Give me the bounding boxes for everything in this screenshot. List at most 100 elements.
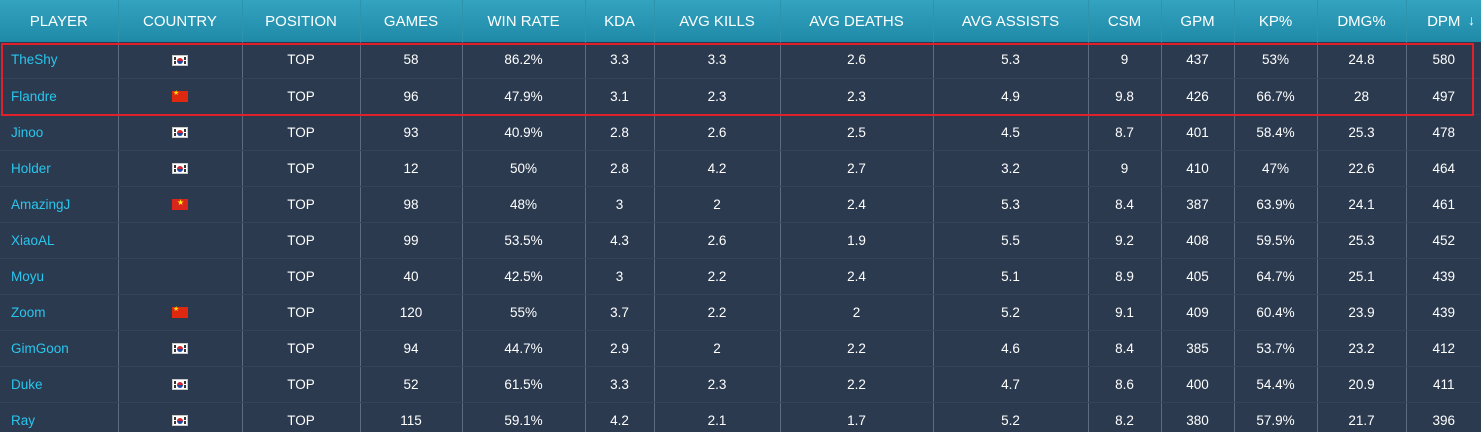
games-cell: 93 [360, 114, 463, 151]
column-header-avg-assists[interactable]: AVG ASSISTS [933, 0, 1089, 42]
column-header-avg-deaths[interactable]: AVG DEATHS [780, 0, 934, 42]
games-cell: 98 [360, 186, 463, 223]
column-header-avg-kills[interactable]: AVG KILLS [654, 0, 781, 42]
table-row: Jinoo TOP 93 40.9% 2.8 2.6 2.5 4.5 8.7 401 58.4% 25… [0, 114, 1481, 151]
kda-cell: 3 [585, 258, 655, 295]
table-row: Moyu TOP 40 42.5% 3 2.2 2.4 5.1 8.9 405 64.7% 25.1 4… [0, 258, 1481, 295]
games-cell: 94 [360, 330, 463, 367]
dpm-cell: 412 [1406, 330, 1481, 367]
south-korea-flag-icon [172, 127, 188, 139]
games-cell: 52 [360, 366, 463, 403]
csm-cell: 8.6 [1088, 366, 1162, 403]
player-name-link[interactable]: Moyu [0, 258, 119, 295]
player-name-link[interactable]: XiaoAL [0, 222, 119, 259]
table-header-row: PLAYER COUNTRY POSITION GAMES WIN RATE K… [0, 0, 1481, 42]
games-cell: 40 [360, 258, 463, 295]
avg-kills-cell: 2.3 [654, 366, 781, 403]
win-rate-cell: 47.9% [462, 78, 586, 115]
dmg-cell: 25.3 [1317, 222, 1407, 259]
dmg-cell: 21.7 [1317, 402, 1407, 432]
games-cell: 96 [360, 78, 463, 115]
csm-cell: 9 [1088, 150, 1162, 187]
player-name-link[interactable]: GimGoon [0, 330, 119, 367]
country-cell [118, 186, 243, 223]
china-flag-icon [172, 88, 188, 103]
player-name-link[interactable]: Holder [0, 150, 119, 187]
dpm-cell: 478 [1406, 114, 1481, 151]
position-cell: TOP [242, 294, 361, 331]
avg-deaths-cell: 2.4 [780, 186, 934, 223]
csm-cell: 9.2 [1088, 222, 1162, 259]
kp-cell: 47% [1234, 150, 1318, 187]
player-name-link[interactable]: Duke [0, 366, 119, 403]
win-rate-cell: 44.7% [462, 330, 586, 367]
player-name-link[interactable]: AmazingJ [0, 186, 119, 223]
avg-deaths-cell: 1.9 [780, 222, 934, 259]
table-row: Ray TOP 115 59.1% 4.2 2.1 1.7 5.2 8.2 380 57.9% 21.… [0, 402, 1481, 432]
dmg-cell: 20.9 [1317, 366, 1407, 403]
position-cell: TOP [242, 114, 361, 151]
csm-cell: 8.4 [1088, 330, 1162, 367]
column-header-dpm-label: DPM [1427, 12, 1461, 30]
dmg-cell: 25.3 [1317, 114, 1407, 151]
avg-deaths-cell: 2.2 [780, 366, 934, 403]
dpm-cell: 439 [1406, 258, 1481, 295]
position-cell: TOP [242, 150, 361, 187]
column-header-kda[interactable]: KDA [585, 0, 655, 42]
position-cell: TOP [242, 330, 361, 367]
gpm-cell: 408 [1161, 222, 1235, 259]
gpm-cell: 426 [1161, 78, 1235, 115]
win-rate-cell: 48% [462, 186, 586, 223]
player-name-link[interactable]: Ray [0, 402, 119, 432]
avg-kills-cell: 2.1 [654, 402, 781, 432]
gpm-cell: 380 [1161, 402, 1235, 432]
position-cell: TOP [242, 42, 361, 79]
column-header-gpm[interactable]: GPM [1161, 0, 1235, 42]
position-cell: TOP [242, 258, 361, 295]
avg-assists-cell: 5.2 [933, 294, 1089, 331]
kda-cell: 2.9 [585, 330, 655, 367]
column-header-games[interactable]: GAMES [360, 0, 463, 42]
kp-cell: 54.4% [1234, 366, 1318, 403]
dmg-cell: 23.9 [1317, 294, 1407, 331]
kda-cell: 3.1 [585, 78, 655, 115]
country-cell [118, 330, 243, 367]
column-header-kp[interactable]: KP% [1234, 0, 1318, 42]
csm-cell: 8.9 [1088, 258, 1162, 295]
csm-cell: 9.8 [1088, 78, 1162, 115]
avg-kills-cell: 2.2 [654, 294, 781, 331]
dpm-cell: 497 [1406, 78, 1481, 115]
table-row: TheShy TOP 58 86.2% 3.3 3.3 2.6 5.3 9 437 53% 24.8 5… [0, 42, 1481, 79]
avg-deaths-cell: 2.2 [780, 330, 934, 367]
player-name-link[interactable]: Zoom [0, 294, 119, 331]
player-name-link[interactable]: TheShy [0, 42, 119, 79]
avg-kills-cell: 2.6 [654, 222, 781, 259]
avg-assists-cell: 4.6 [933, 330, 1089, 367]
column-header-win-rate[interactable]: WIN RATE [462, 0, 586, 42]
games-cell: 120 [360, 294, 463, 331]
table-row: XiaoAL TOP 99 53.5% 4.3 2.6 1.9 5.5 9.2 408 59.5% 2… [0, 222, 1481, 259]
dpm-cell: 396 [1406, 402, 1481, 432]
position-cell: TOP [242, 366, 361, 403]
column-header-dpm[interactable]: DPM ↓ [1406, 0, 1481, 42]
kda-cell: 3.3 [585, 42, 655, 79]
dmg-cell: 24.1 [1317, 186, 1407, 223]
column-header-player[interactable]: PLAYER [0, 0, 119, 42]
player-name-link[interactable]: Flandre [0, 78, 119, 115]
kda-cell: 4.3 [585, 222, 655, 259]
avg-deaths-cell: 2.7 [780, 150, 934, 187]
column-header-country[interactable]: COUNTRY [118, 0, 243, 42]
south-korea-flag-icon [172, 55, 188, 67]
column-header-csm[interactable]: CSM [1088, 0, 1162, 42]
column-header-dmg[interactable]: DMG% [1317, 0, 1407, 42]
avg-kills-cell: 2.2 [654, 258, 781, 295]
player-name-link[interactable]: Jinoo [0, 114, 119, 151]
sort-down-arrow-icon: ↓ [1468, 12, 1475, 28]
dpm-cell: 411 [1406, 366, 1481, 403]
table-body: TheShy TOP 58 86.2% 3.3 3.3 2.6 5.3 9 437 53% 24.8 5… [0, 42, 1481, 432]
avg-kills-cell: 3.3 [654, 42, 781, 79]
column-header-position[interactable]: POSITION [242, 0, 361, 42]
gpm-cell: 401 [1161, 114, 1235, 151]
win-rate-cell: 59.1% [462, 402, 586, 432]
